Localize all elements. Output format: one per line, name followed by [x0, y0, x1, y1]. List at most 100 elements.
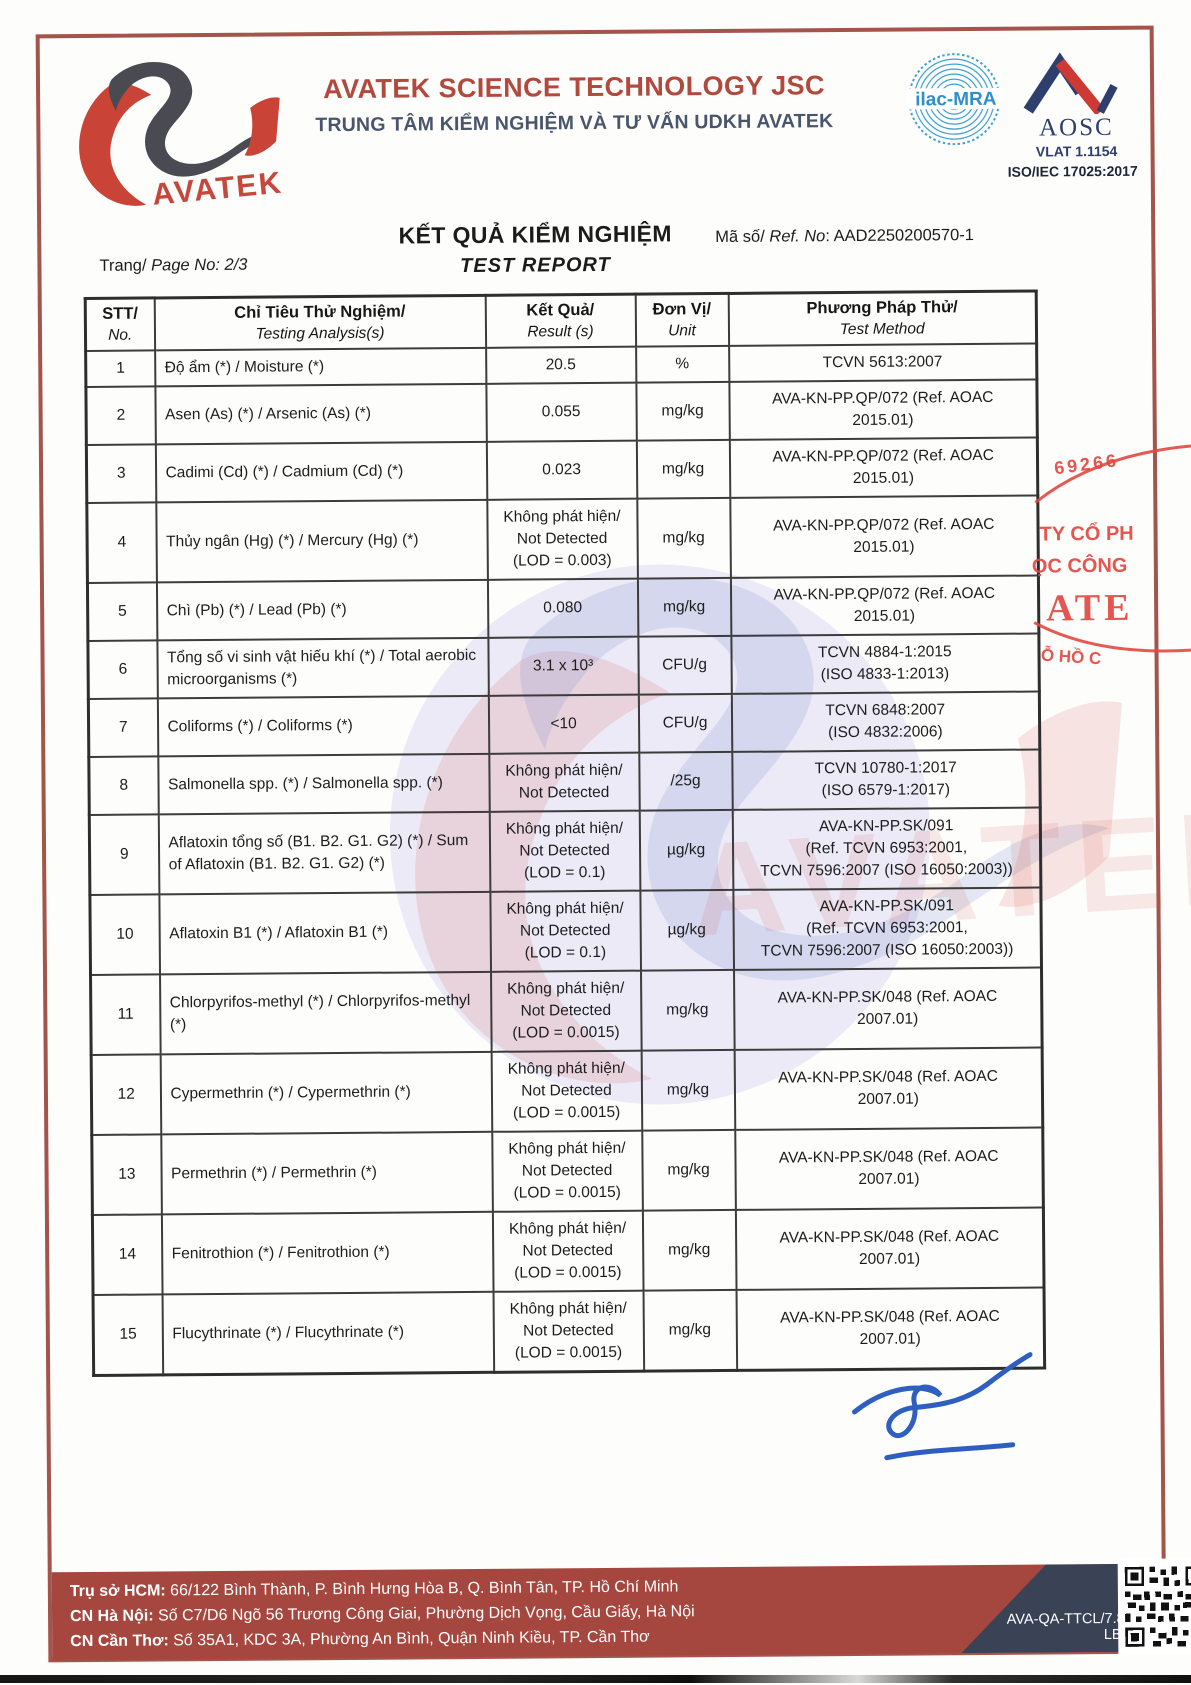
cell-method: AVA-KN-PP.SK/091 (Ref. TCVN 6953:2001, TCV…	[732, 887, 1042, 970]
avatek-logo: AVATEK	[79, 62, 283, 210]
cell-result: Không phát hiện/Not Detected (LOD = 0.001…	[492, 1210, 644, 1292]
ilac-mra-label: ilac-MRA	[915, 89, 997, 111]
stamp-line-3: ATE	[1046, 587, 1134, 630]
cell-method: AVA-KN-PP.SK/048 (Ref. AOAC 2007.01)	[733, 967, 1043, 1050]
reference-number-en: Ref. No	[764, 227, 826, 246]
cell-no: 9	[89, 814, 159, 895]
cell-unit: mg/kg	[640, 969, 735, 1051]
cell-analysis: Asen (As) (*) / Arsenic (As) (*)	[154, 383, 487, 445]
stamp-number: 69266	[1053, 450, 1120, 478]
table-row: 8 Salmonella spp. (*) / Salmonella spp. (…	[88, 749, 1041, 815]
cell-result: Không phát hiện/Not Detected (LOD = 0.1)	[489, 890, 641, 972]
stamp-line-1: TY CỔ PH	[1039, 521, 1133, 546]
stamp-line-4: Ỗ HỒ C	[1040, 646, 1102, 669]
table-row: 11 Chlorpyrifos-methyl (*) / Chlorpyrifos…	[90, 967, 1043, 1055]
footer-address-cantho-text: Số 35A1, KDC 3A, Phường An Bình, Quận Ni…	[168, 1628, 650, 1650]
cell-result: Không phát hiện/Not Detected (LOD = 0.1)	[489, 810, 640, 892]
cell-analysis: Flucythrinate (*) / Flucythrinate (*)	[162, 1291, 494, 1375]
cell-analysis: Aflatoxin B1 (*) / Aflatoxin B1 (*)	[158, 891, 491, 975]
cell-result: 20.5	[485, 346, 636, 384]
aosc-label: AOSC	[1038, 113, 1114, 142]
page-number: Trang/ Page No: 2/3	[99, 256, 247, 276]
report-title-vi: KẾT QUẢ KIỂM NGHIỆM	[398, 220, 673, 249]
cell-result: Không phát hiện/Not Detected (LOD = 0.003…	[486, 498, 638, 580]
cell-no: 15	[93, 1294, 163, 1376]
cell-unit: %	[635, 345, 729, 383]
aosc-logo	[1023, 52, 1118, 115]
report-table-head-row: STT/No. Chỉ Tiêu Thử Nghiệm/Testing Analy…	[85, 291, 1037, 351]
report-title-en: TEST REPORT	[460, 253, 611, 278]
reference-number-value: : AAD2250200570-1	[825, 226, 974, 246]
cell-result: <10	[488, 694, 639, 754]
ilac-mra-logo: ilac-MRA	[907, 53, 1003, 146]
footer-addresses: Trụ sở HCM: 66/122 Bình Thành, P. Bình H…	[70, 1574, 695, 1654]
footer-address-cantho-label: CN Cần Thơ:	[70, 1632, 169, 1651]
cell-unit: mg/kg	[637, 577, 731, 637]
table-row: 3 Cadimi (Cd) (*) / Cadmium (Cd) (*) 0.023…	[86, 437, 1038, 503]
cell-method: TCVN 5613:2007	[728, 343, 1037, 382]
cell-result: Không phát hiện/Not Detected (LOD = 0.001…	[493, 1290, 644, 1373]
table-row: 10 Aflatoxin B1 (*) / Aflatoxin B1 (*) Khô…	[89, 887, 1042, 975]
cell-no: 5	[87, 582, 157, 641]
cell-no: 2	[85, 386, 156, 445]
signature	[851, 1352, 1033, 1461]
cell-analysis: Aflatoxin tổng số (B1. B2. G1. G2) (*) /…	[158, 811, 490, 895]
column-header: Phương Pháp Thử/Test Method	[728, 291, 1037, 346]
results-table-wrapper: STT/No. Chỉ Tiêu Thử Nghiệm/Testing Analy…	[83, 289, 1047, 1377]
cell-method: TCVN 10780-1:2017 (ISO 6579-1:2017)	[731, 749, 1041, 810]
cell-no: 12	[91, 1054, 161, 1135]
report-title-block: KẾT QUẢ KIỂM NGHIỆM TEST REPORT	[325, 220, 745, 279]
cell-analysis: Chlorpyrifos-methyl (*) / Chlorpyrifos-m…	[159, 971, 492, 1055]
cell-unit: mg/kg	[641, 1049, 735, 1131]
footer-address-hcm-text: 66/122 Bình Thành, P. Bình Hưng Hòa B, Q…	[165, 1578, 679, 1600]
aosc-vlat-number: VLAT 1.1154	[1035, 142, 1118, 160]
cell-method: TCVN 4884-1:2015 (ISO 4833-1:2013)	[730, 633, 1040, 694]
cell-no: 13	[91, 1134, 162, 1215]
cell-unit: mg/kg	[641, 1129, 736, 1211]
cell-no: 11	[90, 974, 161, 1055]
cell-analysis: Thủy ngân (Hg) (*) / Mercury (Hg) (*)	[155, 499, 488, 583]
cell-analysis: Cypermethrin (*) / Cypermethrin (*)	[160, 1051, 492, 1135]
cell-analysis: Permethrin (*) / Permethrin (*)	[160, 1131, 493, 1215]
cell-no: 6	[87, 640, 158, 699]
cell-method: TCVN 6848:2007 (ISO 4832:2006)	[731, 691, 1040, 752]
company-stamp-fragment: 69266 TY CỔ PH ỌC CÔNG ATE Ỗ HỒ C	[1032, 443, 1191, 669]
reference-number-vi: Mã số/	[715, 227, 765, 247]
cell-unit: CFU/g	[638, 693, 732, 753]
cell-no: 7	[88, 698, 158, 757]
cell-unit: mg/kg	[636, 439, 730, 499]
cell-method: AVA-KN-PP.SK/048 (Ref. AOAC 2007.01)	[734, 1047, 1043, 1130]
cell-analysis: Tổng số vi sinh vật hiếu khí (*) / Total…	[156, 637, 489, 699]
cell-method: AVA-KN-PP.QP/072 (Ref. AOAC 2015.01)	[729, 437, 1038, 498]
stamp-line-2: ỌC CÔNG	[1032, 553, 1128, 578]
table-row: 13 Permethrin (*) / Permethrin (*) Không p…	[91, 1127, 1044, 1215]
cell-no: 1	[85, 350, 155, 387]
column-header: Đơn Vị/Unit	[635, 293, 729, 347]
cell-analysis: Độ ẩm (*) / Moisture (*)	[154, 347, 486, 387]
reference-number: Mã số/ Ref. No: AAD2250200570-1	[715, 226, 1035, 248]
footer-address-hcm-label: Trụ sở HCM:	[69, 1582, 166, 1601]
cell-result: Không phát hiện/Not Detected (LOD = 0.001…	[491, 1130, 643, 1212]
column-header: Kết Quả/Result (s)	[485, 294, 636, 348]
cell-unit: mg/kg	[636, 497, 731, 579]
cell-unit: /25g	[638, 751, 733, 811]
footer-address-cantho: CN Cần Thơ: Số 35A1, KDC 3A, Phường An B…	[70, 1624, 695, 1654]
cell-analysis: Chì (Pb) (*) / Lead (Pb) (*)	[156, 579, 488, 641]
cell-analysis: Fenitrothion (*) / Fenitrothion (*)	[161, 1211, 494, 1295]
cell-unit: µg/kg	[639, 889, 734, 971]
page-number-vi: Trang/	[99, 256, 147, 275]
table-row: 12 Cypermethrin (*) / Cypermethrin (*) Khô…	[91, 1047, 1043, 1135]
table-row: 2 Asen (As) (*) / Arsenic (As) (*) 0.055 mg…	[85, 379, 1038, 445]
company-name: AVATEK SCIENCE TECHNOLOGY JSC	[323, 70, 826, 105]
table-row: 9 Aflatoxin tổng số (B1. B2. G1. G2) (*) …	[89, 807, 1041, 895]
cell-unit: mg/kg	[635, 381, 730, 441]
cell-result: Không phát hiện/Not Detected (LOD = 0.001…	[490, 970, 642, 1052]
cell-no: 4	[86, 502, 157, 583]
cell-unit: mg/kg	[643, 1289, 737, 1372]
report-table: STT/No. Chỉ Tiêu Thử Nghiệm/Testing Analy…	[83, 289, 1047, 1377]
table-row: 14 Fenitrothion (*) / Fenitrothion (*) Khô…	[92, 1207, 1045, 1295]
cell-method: AVA-KN-PP.QP/072 (Ref. AOAC 2015.01)	[730, 575, 1039, 636]
cell-unit: CFU/g	[637, 635, 732, 695]
company-header: AVATEK SCIENCE TECHNOLOGY JSC TRUNG TÂM …	[289, 70, 859, 137]
